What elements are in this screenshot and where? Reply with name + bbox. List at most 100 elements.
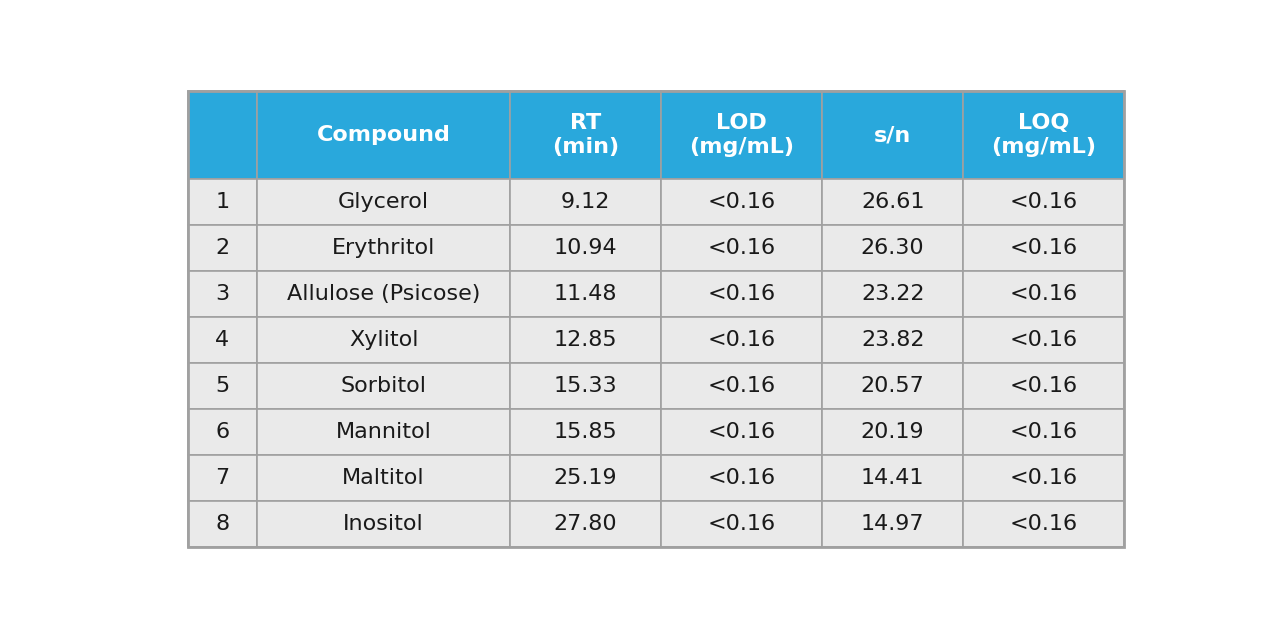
Text: 2: 2 xyxy=(215,239,229,259)
Bar xyxy=(257,409,511,454)
Text: <0.16: <0.16 xyxy=(708,422,776,442)
Text: 11.48: 11.48 xyxy=(554,284,617,304)
Bar xyxy=(660,501,822,546)
Bar xyxy=(822,91,963,180)
Bar xyxy=(963,454,1124,501)
Bar xyxy=(660,225,822,271)
Text: 15.33: 15.33 xyxy=(554,376,617,396)
Text: Compound: Compound xyxy=(316,125,451,145)
Bar xyxy=(257,271,511,317)
Text: Sorbitol: Sorbitol xyxy=(340,376,426,396)
Bar xyxy=(963,409,1124,454)
Text: Xylitol: Xylitol xyxy=(349,330,419,350)
Bar xyxy=(511,454,660,501)
Text: LOD
(mg/mL): LOD (mg/mL) xyxy=(689,113,794,156)
Bar xyxy=(660,180,822,225)
Bar xyxy=(188,225,257,271)
Text: 25.19: 25.19 xyxy=(554,468,617,488)
Text: 20.57: 20.57 xyxy=(860,376,924,396)
Bar xyxy=(511,363,660,409)
Text: <0.16: <0.16 xyxy=(1010,192,1078,212)
Text: 5: 5 xyxy=(215,376,229,396)
Bar xyxy=(660,363,822,409)
Text: <0.16: <0.16 xyxy=(708,376,776,396)
Text: RT
(min): RT (min) xyxy=(552,113,620,156)
Bar xyxy=(511,91,660,180)
Bar xyxy=(660,271,822,317)
Text: 9.12: 9.12 xyxy=(561,192,611,212)
Bar xyxy=(660,91,822,180)
Bar xyxy=(188,501,257,546)
Bar xyxy=(963,317,1124,363)
Text: 23.22: 23.22 xyxy=(861,284,924,304)
Bar xyxy=(188,409,257,454)
Text: Erythritol: Erythritol xyxy=(332,239,435,259)
Bar xyxy=(511,501,660,546)
Bar xyxy=(511,271,660,317)
Bar xyxy=(822,454,963,501)
Text: 15.85: 15.85 xyxy=(554,422,617,442)
Text: 1: 1 xyxy=(215,192,229,212)
Bar xyxy=(822,180,963,225)
Bar xyxy=(257,91,511,180)
Text: <0.16: <0.16 xyxy=(1010,376,1078,396)
Text: Glycerol: Glycerol xyxy=(338,192,429,212)
Bar xyxy=(257,225,511,271)
Bar xyxy=(963,91,1124,180)
Text: <0.16: <0.16 xyxy=(1010,330,1078,350)
Text: Maltitol: Maltitol xyxy=(342,468,425,488)
Text: 23.82: 23.82 xyxy=(861,330,924,350)
Bar xyxy=(188,91,257,180)
Bar xyxy=(188,363,257,409)
Text: Inositol: Inositol xyxy=(343,513,424,533)
Text: <0.16: <0.16 xyxy=(708,330,776,350)
Text: <0.16: <0.16 xyxy=(708,284,776,304)
Bar xyxy=(660,454,822,501)
Bar xyxy=(257,317,511,363)
Bar xyxy=(188,180,257,225)
Text: Allulose (Psicose): Allulose (Psicose) xyxy=(287,284,480,304)
Bar xyxy=(660,317,822,363)
Bar xyxy=(511,225,660,271)
Bar xyxy=(511,317,660,363)
Bar xyxy=(822,501,963,546)
Text: <0.16: <0.16 xyxy=(1010,239,1078,259)
Bar xyxy=(660,409,822,454)
Text: 7: 7 xyxy=(215,468,229,488)
Bar xyxy=(188,317,257,363)
Bar xyxy=(257,501,511,546)
Bar xyxy=(963,501,1124,546)
Text: <0.16: <0.16 xyxy=(708,468,776,488)
Text: 26.61: 26.61 xyxy=(861,192,924,212)
Bar xyxy=(822,317,963,363)
Bar xyxy=(963,363,1124,409)
Bar xyxy=(188,454,257,501)
Text: Mannitol: Mannitol xyxy=(335,422,431,442)
Bar xyxy=(822,271,963,317)
Text: <0.16: <0.16 xyxy=(1010,468,1078,488)
Text: <0.16: <0.16 xyxy=(1010,513,1078,533)
Bar xyxy=(963,271,1124,317)
Bar xyxy=(822,363,963,409)
Text: <0.16: <0.16 xyxy=(708,239,776,259)
Text: s/n: s/n xyxy=(874,125,911,145)
Text: 26.30: 26.30 xyxy=(861,239,924,259)
Text: <0.16: <0.16 xyxy=(1010,422,1078,442)
Bar xyxy=(963,225,1124,271)
Text: 14.41: 14.41 xyxy=(861,468,924,488)
Text: 14.97: 14.97 xyxy=(861,513,924,533)
Bar xyxy=(257,180,511,225)
Text: 3: 3 xyxy=(215,284,229,304)
Bar xyxy=(257,454,511,501)
Bar xyxy=(822,409,963,454)
Text: 12.85: 12.85 xyxy=(554,330,617,350)
Bar xyxy=(257,363,511,409)
Text: 10.94: 10.94 xyxy=(554,239,617,259)
Text: 8: 8 xyxy=(215,513,229,533)
Text: <0.16: <0.16 xyxy=(708,513,776,533)
Text: <0.16: <0.16 xyxy=(1010,284,1078,304)
Bar xyxy=(822,225,963,271)
Text: 20.19: 20.19 xyxy=(861,422,924,442)
Bar xyxy=(188,271,257,317)
Text: <0.16: <0.16 xyxy=(708,192,776,212)
